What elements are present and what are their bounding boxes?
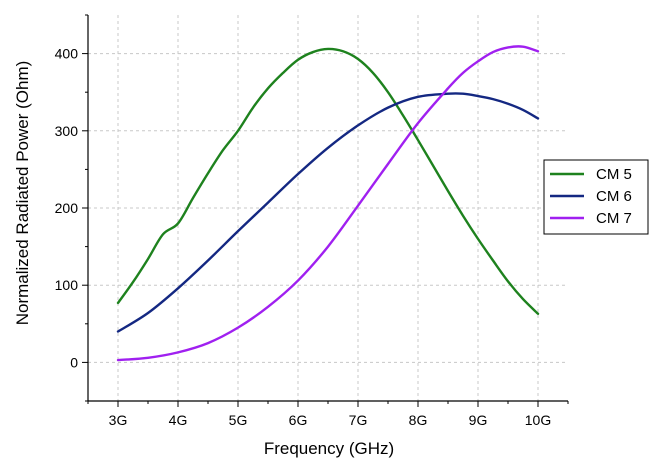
x-tick-label-4: 7G [349, 412, 368, 428]
axes-layer [82, 15, 568, 407]
series-line-cm-5 [118, 49, 538, 314]
y-axis-title: Normalized Radiated Power (Ohm) [13, 61, 32, 326]
x-tick-label-3: 6G [289, 412, 308, 428]
grid-layer [88, 15, 568, 401]
series-layer [118, 46, 538, 360]
x-tick-label-0: 3G [109, 412, 128, 428]
legend-label-cm-6: CM 6 [596, 188, 632, 205]
y-tick-label-3: 300 [55, 123, 79, 139]
legend-label-cm-7: CM 7 [596, 210, 632, 227]
y-tick-label-4: 400 [55, 46, 79, 62]
x-tick-label-2: 5G [229, 412, 248, 428]
legend: CM 5 CM 6 CM 7 [544, 160, 648, 234]
series-line-cm-6 [118, 93, 538, 331]
x-tick-label-7: 10G [525, 412, 551, 428]
x-tick-label-5: 8G [409, 412, 428, 428]
legend-label-cm-5: CM 5 [596, 166, 632, 183]
y-tick-label-0: 0 [70, 354, 78, 370]
x-tick-label-6: 9G [469, 412, 488, 428]
series-line-cm-7 [118, 46, 538, 360]
x-tick-label-1: 4G [169, 412, 188, 428]
x-axis-title: Frequency (GHz) [264, 439, 394, 458]
y-tick-label-2: 200 [55, 200, 79, 216]
y-tick-label-1: 100 [55, 277, 79, 293]
